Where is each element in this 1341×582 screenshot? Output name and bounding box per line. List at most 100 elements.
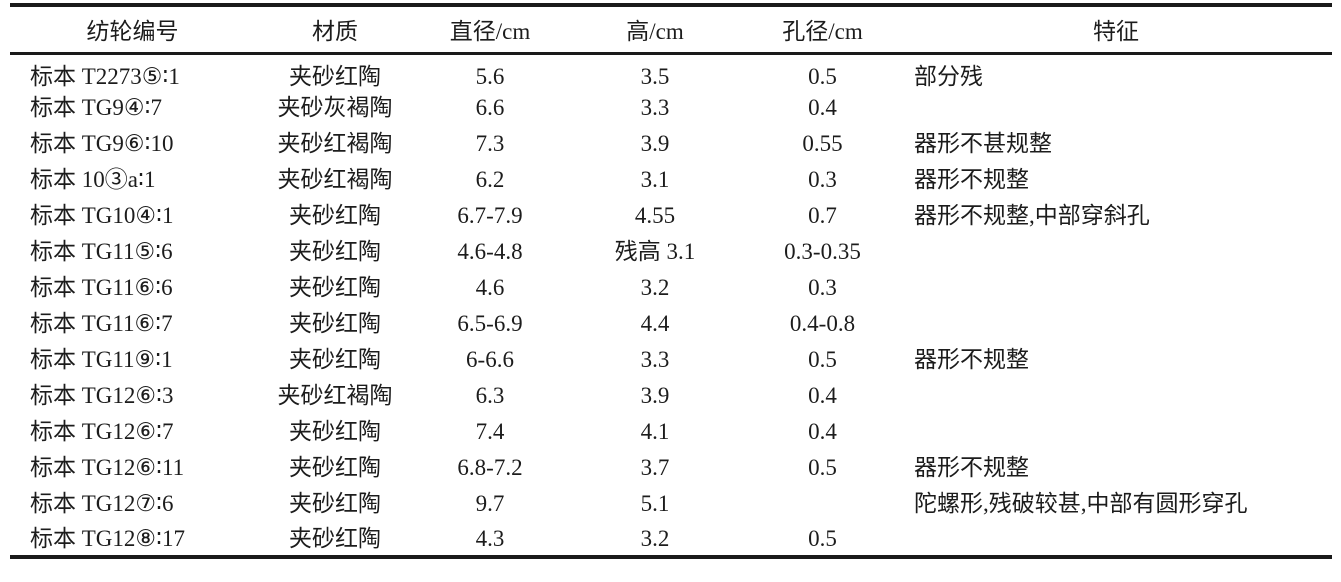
- cell-features: 器形不规整: [914, 346, 1029, 372]
- cell-diameter: 6.6: [475, 94, 505, 120]
- cell-height: 4.4: [640, 310, 670, 336]
- cell-hole: 0.5: [808, 454, 837, 480]
- cell-height: 3.1: [640, 166, 670, 192]
- cell-hole: 0.5: [808, 346, 837, 372]
- column-header-id: 纺轮编号: [10, 5, 255, 55]
- cell-hole: 0.3: [808, 166, 837, 192]
- cell-features: [900, 377, 1332, 413]
- cell-hole: 0.4-0.8: [789, 310, 856, 336]
- cell-features: [900, 269, 1332, 305]
- cell-material: 夹砂灰褐陶: [277, 94, 393, 120]
- cell-id: 标本 TG11⑨∶1: [30, 346, 173, 372]
- table-row: 标本 TG11⑥∶6 夹砂红陶 4.6 3.2 0.3: [10, 269, 1332, 305]
- cell-id: 标本 TG12⑥∶11: [30, 454, 185, 480]
- cell-height: 3.3: [640, 346, 670, 372]
- cell-height: 4.55: [634, 202, 676, 228]
- cell-id: 标本 TG12⑧∶17: [30, 525, 186, 551]
- cell-material: 夹砂红陶: [289, 238, 381, 264]
- table-row: 标本 TG12⑦∶6 夹砂红陶 9.7 5.1 陀螺形,残破较甚,中部有圆形穿孔: [10, 485, 1332, 521]
- cell-material: 夹砂红陶: [289, 525, 381, 551]
- column-header-diameter: 直径/cm: [415, 5, 565, 55]
- column-header-material: 材质: [255, 5, 415, 55]
- table-row: 标本 T2273⑤∶1 夹砂红陶 5.6 3.5 0.5 部分残: [10, 53, 1332, 89]
- cell-height: 5.1: [640, 490, 670, 516]
- cell-material: 夹砂红陶: [289, 63, 381, 89]
- cell-height: 残高 3.1: [614, 238, 696, 264]
- cell-id: 标本 TG11⑥∶6: [30, 274, 173, 300]
- cell-id: 标本 TG11⑤∶6: [30, 238, 173, 264]
- cell-features: 部分残: [914, 63, 983, 89]
- column-header-height: 高/cm: [565, 5, 745, 55]
- table-row: 标本 TG12⑧∶17 夹砂红陶 4.3 3.2 0.5: [10, 521, 1332, 557]
- cell-hole: [745, 485, 900, 521]
- cell-id: 标本 TG12⑥∶3: [30, 382, 174, 408]
- cell-hole: 0.7: [808, 202, 837, 228]
- cell-id: 标本 10③a∶1: [30, 166, 156, 192]
- cell-diameter: 4.3: [475, 525, 505, 551]
- header-row: 纺轮编号 材质 直径/cm 高/cm 孔径/cm 特征: [10, 5, 1332, 55]
- cell-features: [900, 305, 1332, 341]
- table-row: 标本 TG11⑤∶6 夹砂红陶 4.6-4.8 残高 3.1 0.3-0.35: [10, 233, 1332, 269]
- cell-features: 器形不规整: [914, 454, 1029, 480]
- cell-hole: 0.4: [808, 94, 837, 120]
- table-header: 纺轮编号 材质 直径/cm 高/cm 孔径/cm 特征: [10, 5, 1332, 55]
- cell-material: 夹砂红褐陶: [277, 166, 393, 192]
- cell-diameter: 9.7: [475, 490, 505, 516]
- cell-material: 夹砂红陶: [289, 418, 381, 444]
- table-row: 标本 10③a∶1 夹砂红褐陶 6.2 3.1 0.3 器形不规整: [10, 161, 1332, 197]
- column-header-features: 特征: [900, 5, 1332, 55]
- table-row: 标本 TG12⑥∶11 夹砂红陶 6.8-7.2 3.7 0.5 器形不规整: [10, 449, 1332, 485]
- cell-height: 3.7: [640, 454, 670, 480]
- cell-material: 夹砂红陶: [289, 490, 381, 516]
- cell-diameter: 6.5-6.9: [457, 310, 523, 336]
- cell-hole: 0.5: [808, 525, 837, 551]
- spindle-whorl-table: 纺轮编号 材质 直径/cm 高/cm 孔径/cm 特征 标本 T2273⑤∶1 夹砂红陶 5.…: [10, 3, 1332, 559]
- cell-hole: 0.4: [808, 418, 837, 444]
- cell-hole: 0.4: [808, 382, 837, 408]
- cell-material: 夹砂红陶: [289, 310, 381, 336]
- cell-diameter: 5.6: [475, 63, 505, 89]
- cell-id: 标本 TG11⑥∶7: [30, 310, 173, 336]
- cell-features: [900, 89, 1332, 125]
- cell-id: 标本 TG9⑥∶10: [30, 130, 174, 156]
- cell-diameter: 6.7-7.9: [457, 202, 523, 228]
- cell-features: 器形不规整: [914, 166, 1029, 192]
- cell-material: 夹砂红陶: [289, 202, 381, 228]
- cell-height: 3.5: [640, 63, 670, 89]
- cell-height: 4.1: [640, 418, 670, 444]
- column-header-hole: 孔径/cm: [745, 5, 900, 55]
- cell-features: [900, 521, 1332, 557]
- cell-diameter: 4.6: [475, 274, 505, 300]
- cell-id: 标本 TG10④∶1: [30, 202, 174, 228]
- table-row: 标本 TG11⑨∶1 夹砂红陶 6-6.6 3.3 0.5 器形不规整: [10, 341, 1332, 377]
- cell-height: 3.2: [640, 525, 670, 551]
- table-row: 标本 TG11⑥∶7 夹砂红陶 6.5-6.9 4.4 0.4-0.8: [10, 305, 1332, 341]
- cell-material: 夹砂红褐陶: [277, 130, 393, 156]
- cell-height: 3.3: [640, 94, 670, 120]
- table-body: 标本 T2273⑤∶1 夹砂红陶 5.6 3.5 0.5 部分残标本 TG9④∶7 夹砂灰褐…: [10, 53, 1332, 557]
- cell-material: 夹砂红陶: [289, 346, 381, 372]
- cell-hole: 0.3: [808, 274, 837, 300]
- cell-features: 器形不甚规整: [914, 130, 1052, 156]
- cell-features: [900, 413, 1332, 449]
- table-row: 标本 TG12⑥∶3 夹砂红褐陶 6.3 3.9 0.4: [10, 377, 1332, 413]
- cell-material: 夹砂红陶: [289, 274, 381, 300]
- cell-hole: 0.5: [808, 63, 837, 89]
- table-row: 标本 TG9⑥∶10 夹砂红褐陶 7.3 3.9 0.55 器形不甚规整: [10, 125, 1332, 161]
- cell-height: 3.9: [640, 382, 670, 408]
- cell-features: 陀螺形,残破较甚,中部有圆形穿孔: [914, 490, 1248, 516]
- cell-diameter: 6.3: [475, 382, 505, 408]
- cell-diameter: 7.3: [475, 130, 505, 156]
- cell-height: 3.9: [640, 130, 670, 156]
- cell-id: 标本 T2273⑤∶1: [30, 63, 180, 89]
- cell-features: [900, 233, 1332, 269]
- cell-id: 标本 TG9④∶7: [30, 94, 163, 120]
- cell-diameter: 6-6.6: [466, 346, 514, 372]
- cell-hole: 0.3-0.35: [784, 238, 861, 264]
- table-row: 标本 TG10④∶1 夹砂红陶 6.7-7.9 4.55 0.7 器形不规整,中部穿斜孔: [10, 197, 1332, 233]
- cell-material: 夹砂红陶: [289, 454, 381, 480]
- cell-hole: 0.55: [802, 130, 843, 156]
- table-row: 标本 TG12⑥∶7 夹砂红陶 7.4 4.1 0.4: [10, 413, 1332, 449]
- cell-diameter: 4.6-4.8: [457, 238, 523, 264]
